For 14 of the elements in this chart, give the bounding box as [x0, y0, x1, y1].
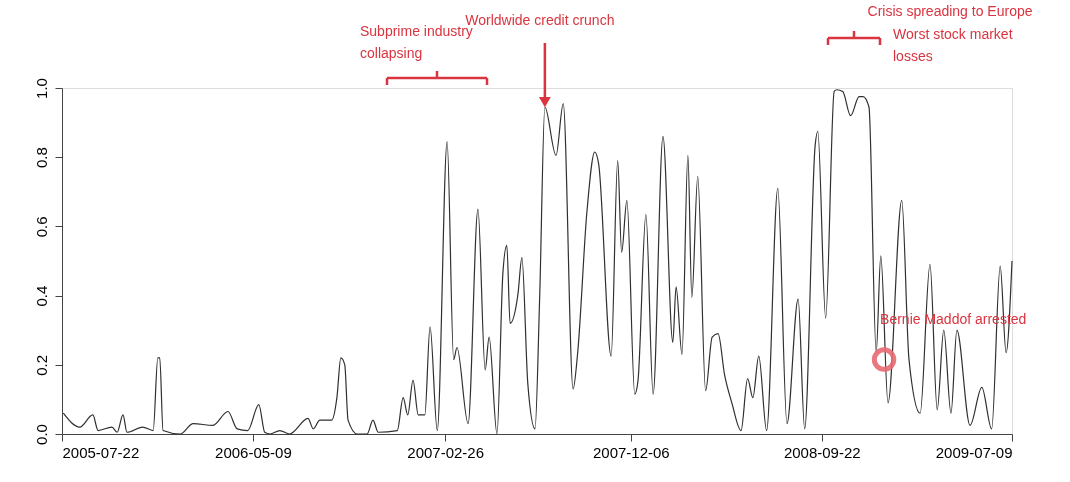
y-tick-label: 0.6 — [32, 216, 50, 238]
x-tick-label: 2006-05-09 — [215, 443, 292, 461]
text: Worst stock market losses — [893, 26, 1013, 64]
x-tick-label: 2009-07-09 — [935, 443, 1013, 461]
y-tick-label: 0.2 — [32, 354, 50, 376]
x-tick-label: 2007-12-06 — [592, 443, 670, 461]
x-tick-label: 2005-07-22 — [62, 443, 140, 461]
y-tick-label: 0.4 — [32, 285, 50, 307]
text: Crisis spreading to Europe — [867, 3, 1033, 19]
x-tick-label: 2007-02-26 — [407, 443, 485, 461]
x-tick-label: 2008-09-22 — [783, 443, 861, 461]
y-tick-label: 1.0 — [32, 78, 50, 99]
y-tick-label: 0.8 — [32, 147, 50, 169]
y-tick-label: 0.0 — [32, 424, 50, 445]
